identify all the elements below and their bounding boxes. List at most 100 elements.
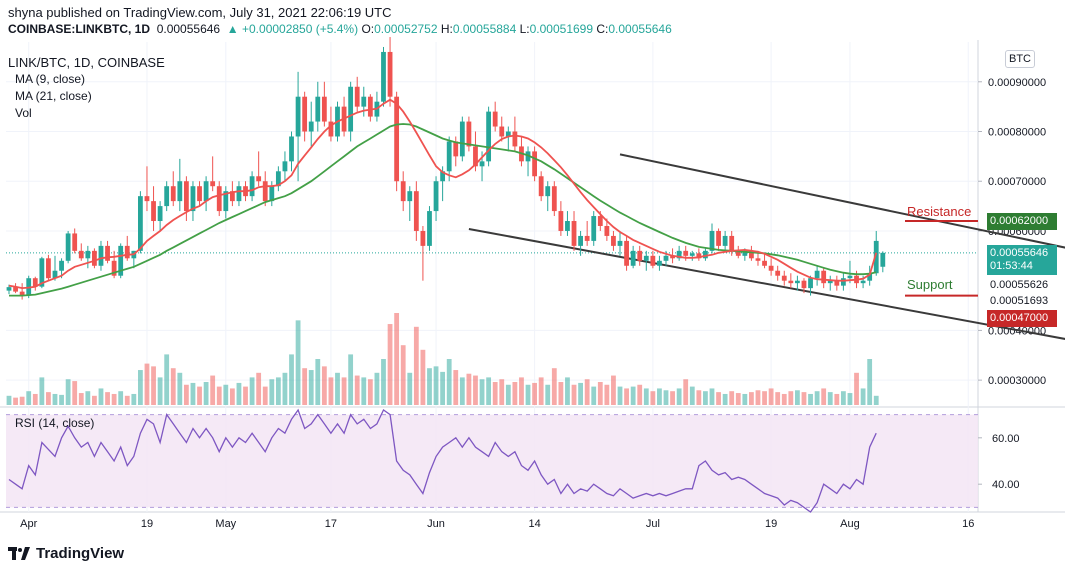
candle-body	[367, 96, 373, 117]
price-tick: 0.00070000	[988, 176, 1046, 188]
volume-bar	[591, 386, 597, 405]
main-pane	[6, 42, 978, 405]
volume-bar	[604, 384, 610, 405]
last-price: 0.00055646	[156, 22, 221, 36]
volume-bar	[32, 393, 38, 405]
volume-bar	[558, 382, 564, 405]
volume-bar	[335, 372, 340, 405]
volume-bar	[781, 393, 787, 405]
candle-body	[643, 255, 649, 261]
volume-bar	[308, 370, 314, 405]
tradingview-footer: TradingView	[8, 545, 124, 562]
volume-bar	[59, 394, 64, 405]
candle-body	[545, 186, 551, 197]
candle-body	[308, 121, 314, 132]
legend-vol: Vol	[15, 106, 32, 120]
volume-bar	[446, 359, 452, 405]
volume-bar	[860, 388, 866, 405]
volume-bar	[525, 384, 531, 405]
candle-body	[223, 191, 229, 212]
rsi-line	[8, 408, 877, 513]
volume-bar	[348, 354, 354, 405]
volume-bar	[243, 386, 248, 405]
volume-bar	[39, 377, 45, 405]
candle-body	[597, 216, 603, 226]
volume-bar	[105, 392, 110, 405]
volume-bar	[630, 386, 636, 405]
volume-bar	[847, 393, 853, 405]
volume-bar	[315, 359, 321, 405]
volume-bar	[216, 386, 222, 405]
candle-body	[617, 240, 623, 246]
candle-body	[164, 186, 170, 207]
countdown-timer: 01:53:44	[990, 260, 1033, 272]
candle-body	[446, 141, 452, 172]
volume-bar	[801, 392, 807, 405]
symbol-ohlc-line: COINBASE:LINKBTC, 1D 0.00055646 ▲ +0.000…	[8, 22, 672, 36]
volume-bar	[479, 379, 485, 405]
candle-body	[453, 141, 459, 157]
candle-body	[98, 245, 104, 266]
volume-bar	[571, 384, 577, 405]
volume-bar	[650, 391, 656, 405]
rsi-tick: 40.00	[992, 479, 1020, 491]
candle-body	[473, 146, 478, 167]
candle-body	[663, 255, 669, 261]
volume-bar	[532, 382, 537, 405]
volume-bar	[282, 372, 288, 405]
currency-button[interactable]: BTC	[1005, 50, 1035, 68]
volume-bar	[565, 377, 570, 405]
candle-body	[183, 181, 189, 212]
volume-bar	[440, 371, 446, 405]
volume-bar	[683, 379, 689, 405]
candle-body	[762, 260, 767, 266]
price-tick: 0.00080000	[988, 127, 1046, 139]
candle-body	[749, 250, 754, 259]
candle-body	[683, 250, 689, 256]
volume-bar	[749, 392, 754, 405]
volume-bar	[663, 390, 669, 405]
candle-body	[486, 111, 492, 162]
volume-bar	[473, 375, 478, 405]
legend-title: LINK/BTC, 1D, COINBASE	[8, 55, 165, 70]
volume-bar	[170, 368, 176, 405]
support-price-tag: 0.00047000	[987, 310, 1057, 327]
date-tick: 19	[141, 518, 153, 530]
candle-body	[689, 253, 695, 256]
volume-bar	[716, 392, 721, 405]
candle-body	[427, 211, 432, 246]
volume-bar	[72, 381, 78, 405]
candle-body	[735, 250, 741, 256]
candle-body	[65, 233, 71, 261]
candle-body	[492, 111, 498, 127]
volume-bar	[203, 382, 209, 405]
candle-body	[203, 181, 209, 202]
candle-body	[85, 250, 91, 259]
volume-bar	[164, 354, 170, 405]
candle-body	[676, 250, 682, 259]
volume-bar	[722, 393, 728, 405]
volume-bar	[551, 368, 557, 405]
candle-body	[551, 186, 557, 212]
candle-body	[144, 196, 150, 202]
candle-body	[650, 255, 656, 266]
candle-body	[795, 280, 800, 284]
candle-body	[236, 186, 242, 202]
candle-body	[637, 250, 643, 261]
volume-bar	[427, 368, 432, 405]
volume-bar	[709, 388, 715, 405]
candle-body	[729, 235, 735, 251]
volume-bar	[131, 393, 137, 405]
candle-body	[354, 86, 360, 107]
volume-bar	[657, 388, 662, 405]
candle-body	[400, 181, 406, 202]
date-tick: 19	[765, 518, 777, 530]
volume-bar	[538, 377, 544, 405]
volume-bar	[400, 345, 406, 405]
date-tick: Jul	[646, 518, 660, 530]
volume-bar	[834, 393, 840, 405]
volume-bar	[840, 391, 846, 405]
candle-body	[847, 275, 853, 279]
candle-body	[440, 171, 446, 182]
